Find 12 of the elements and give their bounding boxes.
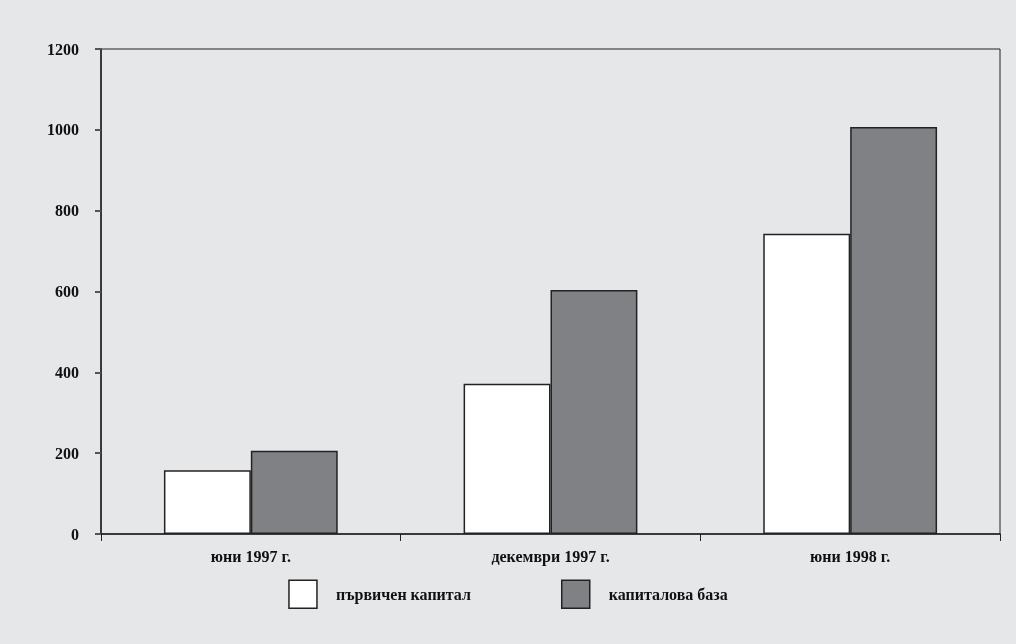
y-tick-label: 800 bbox=[55, 202, 79, 220]
legend-label: първичен капитал bbox=[335, 585, 472, 604]
y-tick-label: 600 bbox=[55, 283, 79, 300]
x-tick-label: юни 1997 г. bbox=[210, 547, 291, 565]
y-tick-label: 1000 bbox=[47, 121, 79, 139]
y-tick-label: 1200 bbox=[47, 40, 79, 58]
legend-label: капиталова база bbox=[608, 585, 728, 603]
x-tick-label: декември 1997 г. bbox=[491, 547, 610, 566]
y-tick-label: 400 bbox=[55, 363, 79, 381]
y-tick-label: 0 bbox=[71, 525, 79, 543]
x-tick-label: юни 1998 г. bbox=[810, 547, 891, 565]
y-tick-label: 200 bbox=[55, 444, 79, 462]
